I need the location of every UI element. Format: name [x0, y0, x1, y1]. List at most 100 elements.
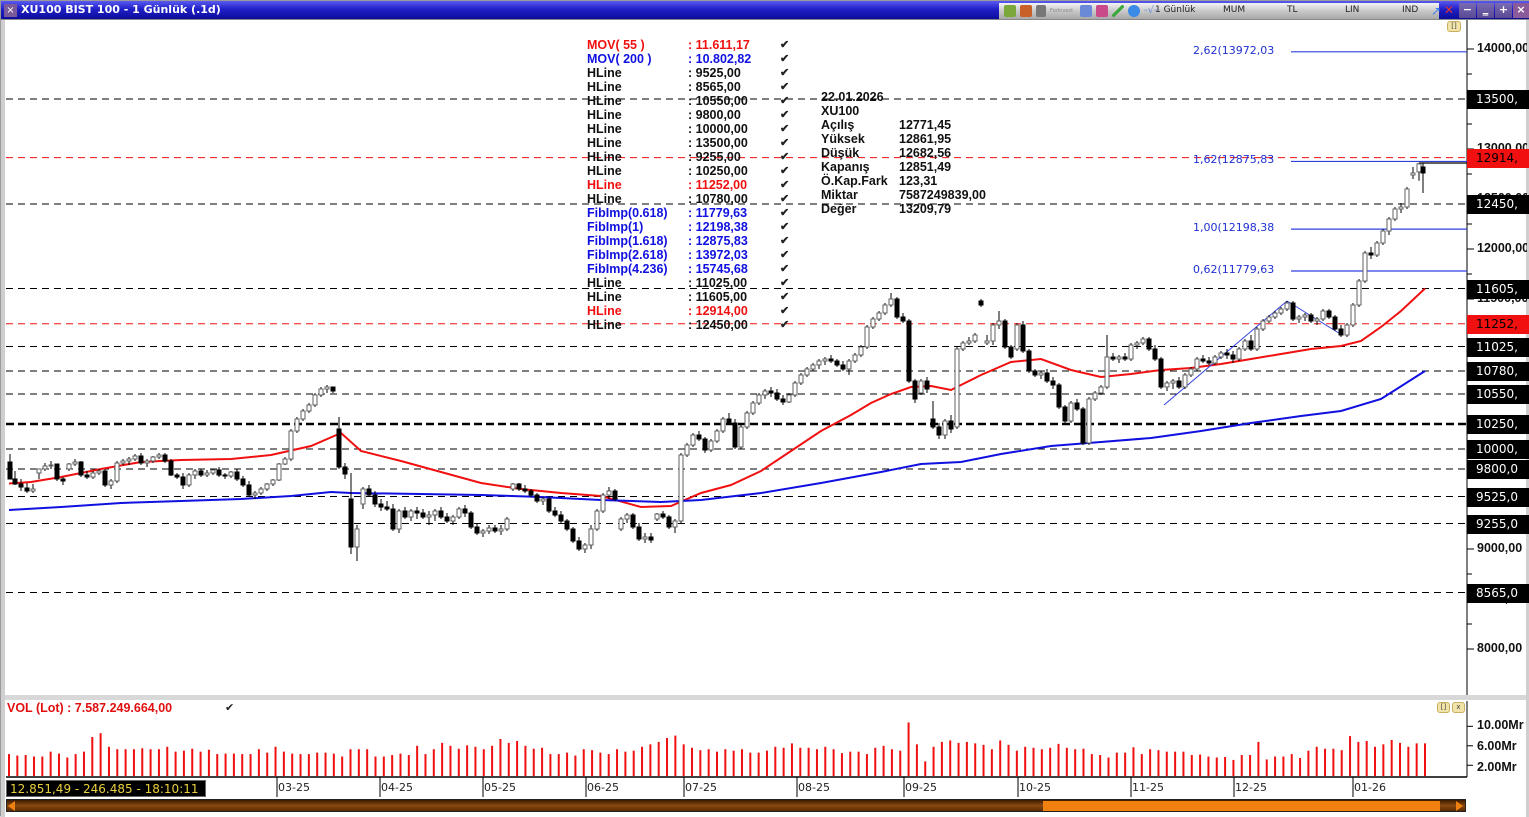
candle-up[interactable]	[450, 516, 456, 522]
candle-down[interactable]	[702, 438, 708, 451]
legend-check-icon[interactable]: ✔	[780, 165, 790, 177]
candle-down[interactable]	[1332, 316, 1338, 330]
candle-down[interactable]	[1032, 370, 1038, 376]
candle-down[interactable]	[780, 398, 786, 403]
candle-down[interactable]	[894, 298, 900, 318]
candle-down[interactable]	[438, 510, 444, 518]
candle-down[interactable]	[420, 512, 426, 518]
candle-up[interactable]	[798, 374, 804, 384]
legend-check-icon[interactable]: ✔	[780, 235, 790, 247]
candle-up[interactable]	[486, 527, 492, 532]
candle-up[interactable]	[882, 304, 888, 314]
candle-down[interactable]	[546, 498, 552, 512]
legend-check-icon[interactable]: ✔	[780, 95, 790, 107]
candle-up[interactable]	[1398, 206, 1404, 210]
candle-up[interactable]	[126, 458, 132, 462]
candle-up[interactable]	[1194, 358, 1200, 370]
candle-down[interactable]	[1308, 314, 1314, 322]
mov200-line[interactable]	[8, 370, 1426, 511]
candle-down[interactable]	[12, 478, 18, 485]
forinvest-icon[interactable]	[1036, 5, 1046, 17]
restore-button[interactable]: ‗	[1477, 3, 1494, 18]
candle-up[interactable]	[210, 469, 216, 474]
candle-up[interactable]	[1380, 230, 1386, 244]
candle-down[interactable]	[666, 516, 672, 528]
candle-down[interactable]	[930, 418, 936, 428]
candle-down[interactable]	[1152, 348, 1158, 360]
legend-check-icon[interactable]: ✔	[780, 39, 790, 51]
candle-up[interactable]	[204, 472, 210, 476]
candle-up[interactable]	[960, 342, 966, 350]
candle-up[interactable]	[984, 340, 990, 344]
candle-down[interactable]	[390, 508, 396, 530]
candle-up[interactable]	[120, 460, 126, 464]
candle-up[interactable]	[588, 528, 594, 546]
candle-down[interactable]	[1368, 252, 1374, 256]
candle-down[interactable]	[768, 390, 774, 394]
candle-down[interactable]	[1146, 338, 1152, 350]
close-button[interactable]: ×	[1513, 3, 1529, 18]
legend-check-icon[interactable]: ✔	[780, 291, 790, 303]
candle-down[interactable]	[366, 488, 372, 496]
scroll-right-icon[interactable]	[1456, 801, 1463, 811]
candle-down[interactable]	[222, 474, 228, 477]
candle-down[interactable]	[462, 508, 468, 514]
candle-up[interactable]	[582, 544, 588, 550]
candle-down[interactable]	[348, 498, 354, 548]
candle-up[interactable]	[264, 483, 270, 490]
candle-down[interactable]	[834, 360, 840, 366]
candle-down[interactable]	[558, 514, 564, 522]
candle-up[interactable]	[762, 390, 768, 396]
candle-down[interactable]	[60, 478, 66, 482]
candle-down[interactable]	[492, 527, 498, 532]
candle-down[interactable]	[7, 461, 13, 480]
close-icon[interactable]: ×	[4, 4, 17, 17]
legend-check-icon[interactable]: ✔	[780, 221, 790, 233]
candle-up[interactable]	[1236, 348, 1242, 360]
candle-up[interactable]	[48, 464, 54, 467]
legend-check-icon[interactable]: ✔	[780, 53, 790, 65]
candle-down[interactable]	[78, 461, 84, 476]
candle-up[interactable]	[954, 348, 960, 428]
candle-up[interactable]	[1260, 320, 1266, 330]
candle-up[interactable]	[396, 510, 402, 530]
candle-down[interactable]	[216, 469, 222, 476]
candle-up[interactable]	[606, 490, 612, 496]
candle-down[interactable]	[402, 510, 408, 518]
candle-down[interactable]	[1026, 350, 1032, 372]
candle-down[interactable]	[336, 428, 342, 468]
candle-up[interactable]	[672, 520, 678, 528]
candle-up[interactable]	[822, 358, 828, 362]
candle-down[interactable]	[828, 358, 834, 362]
candle-down[interactable]	[1008, 346, 1014, 358]
candle-down[interactable]	[84, 474, 90, 478]
candle-down[interactable]	[564, 520, 570, 530]
legend-check-icon[interactable]: ✔	[780, 123, 790, 135]
candle-up[interactable]	[1038, 372, 1044, 376]
maximize-button[interactable]: +	[1495, 3, 1512, 18]
candle-up[interactable]	[1296, 316, 1302, 320]
candle-up[interactable]	[966, 340, 972, 344]
candle-down[interactable]	[630, 514, 636, 528]
candle-up[interactable]	[990, 324, 996, 342]
candle-down[interactable]	[342, 466, 348, 475]
candle-up[interactable]	[624, 514, 630, 520]
candle-up[interactable]	[1362, 252, 1368, 282]
candle-down[interactable]	[444, 516, 450, 522]
currency-selector[interactable]: TL	[1287, 5, 1298, 15]
scroll-left-icon[interactable]	[8, 801, 15, 811]
candle-up[interactable]	[1350, 304, 1356, 326]
candle-up[interactable]	[1404, 188, 1410, 208]
candle-up[interactable]	[150, 456, 156, 462]
candle-up[interactable]	[114, 462, 120, 482]
candle-up[interactable]	[1242, 340, 1248, 350]
candle-down[interactable]	[1248, 340, 1254, 350]
candle-up[interactable]	[66, 463, 72, 470]
candle-down[interactable]	[1326, 310, 1332, 318]
candle-up[interactable]	[708, 440, 714, 451]
candle-up[interactable]	[72, 461, 78, 465]
candle-up[interactable]	[282, 458, 288, 465]
candle-up[interactable]	[1116, 356, 1122, 360]
candle-up[interactable]	[744, 412, 750, 428]
